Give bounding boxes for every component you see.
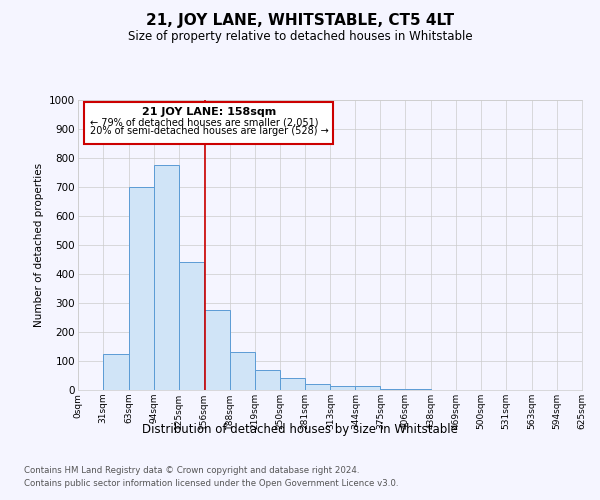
Bar [230, 352, 254, 390]
Bar [179, 262, 204, 390]
Y-axis label: Number of detached properties: Number of detached properties [34, 163, 44, 327]
Bar [380, 388, 406, 390]
Bar [331, 386, 355, 390]
Bar [103, 354, 129, 390]
Text: Contains public sector information licensed under the Open Government Licence v3: Contains public sector information licen… [24, 479, 398, 488]
Bar [305, 384, 331, 390]
Bar [204, 310, 230, 390]
Bar [254, 370, 280, 390]
Text: Contains HM Land Registry data © Crown copyright and database right 2024.: Contains HM Land Registry data © Crown c… [24, 466, 359, 475]
Bar [280, 378, 305, 390]
Bar [154, 166, 179, 390]
Text: ← 79% of detached houses are smaller (2,051): ← 79% of detached houses are smaller (2,… [90, 117, 319, 127]
Bar [129, 187, 154, 390]
Bar [355, 386, 380, 390]
FancyBboxPatch shape [85, 102, 333, 144]
Text: Distribution of detached houses by size in Whitstable: Distribution of detached houses by size … [142, 422, 458, 436]
Text: Size of property relative to detached houses in Whitstable: Size of property relative to detached ho… [128, 30, 472, 43]
Text: 20% of semi-detached houses are larger (528) →: 20% of semi-detached houses are larger (… [90, 126, 329, 136]
Text: 21 JOY LANE: 158sqm: 21 JOY LANE: 158sqm [142, 108, 276, 118]
Text: 21, JOY LANE, WHITSTABLE, CT5 4LT: 21, JOY LANE, WHITSTABLE, CT5 4LT [146, 12, 454, 28]
